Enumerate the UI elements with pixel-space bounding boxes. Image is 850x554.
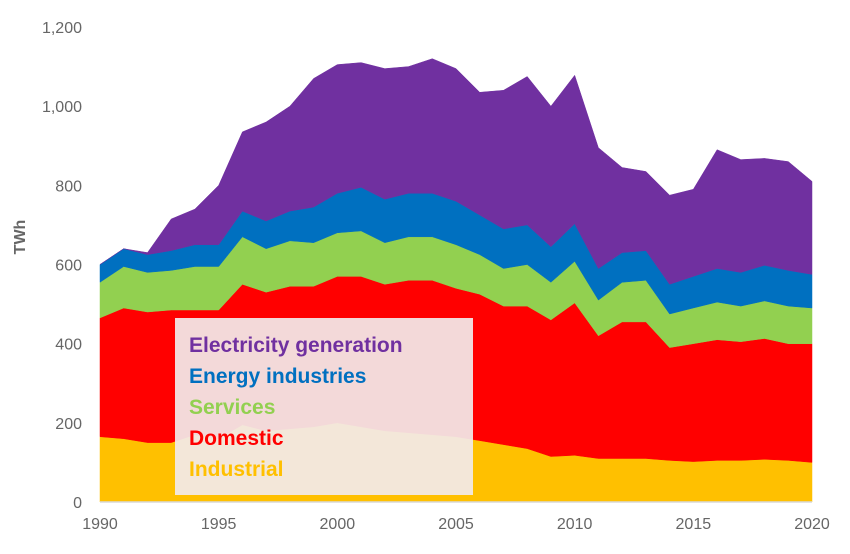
area-electricity-generation bbox=[99, 58, 813, 285]
x-tick-label: 1995 bbox=[201, 516, 237, 533]
x-tick-label: 1990 bbox=[82, 516, 118, 533]
x-tick-label: 2010 bbox=[557, 516, 593, 533]
y-tick-label: 0 bbox=[73, 495, 82, 512]
legend: Electricity generation Energy industries S… bbox=[175, 318, 473, 495]
x-tick-label: 2000 bbox=[320, 516, 356, 533]
y-axis-ticks: 0 200 400 600 800 1,000 1,200 bbox=[42, 20, 82, 512]
y-tick-label: 600 bbox=[55, 258, 82, 275]
y-tick-label: 1,200 bbox=[42, 20, 82, 37]
y-tick-label: 400 bbox=[55, 337, 82, 354]
x-tick-label: 2005 bbox=[438, 516, 474, 533]
legend-entry-domestic: Domestic bbox=[189, 427, 284, 450]
y-tick-label: 200 bbox=[55, 416, 82, 433]
y-tick-label: 800 bbox=[55, 178, 82, 195]
x-tick-label: 2020 bbox=[794, 516, 830, 533]
y-axis-title: TWh bbox=[12, 220, 29, 255]
legend-box bbox=[175, 318, 473, 495]
legend-entry-energy-industries: Energy industries bbox=[189, 365, 366, 388]
y-tick-label: 1,000 bbox=[42, 99, 82, 116]
legend-entry-services: Services bbox=[189, 396, 275, 419]
legend-entry-electricity-generation: Electricity generation bbox=[189, 334, 403, 357]
x-tick-label: 2015 bbox=[676, 516, 712, 533]
legend-items: Electricity generation Energy industries S… bbox=[189, 334, 403, 481]
x-axis-ticks: 1990 1995 2000 2005 2010 2015 2020 bbox=[82, 516, 830, 533]
legend-entry-industrial: Industrial bbox=[189, 458, 284, 481]
